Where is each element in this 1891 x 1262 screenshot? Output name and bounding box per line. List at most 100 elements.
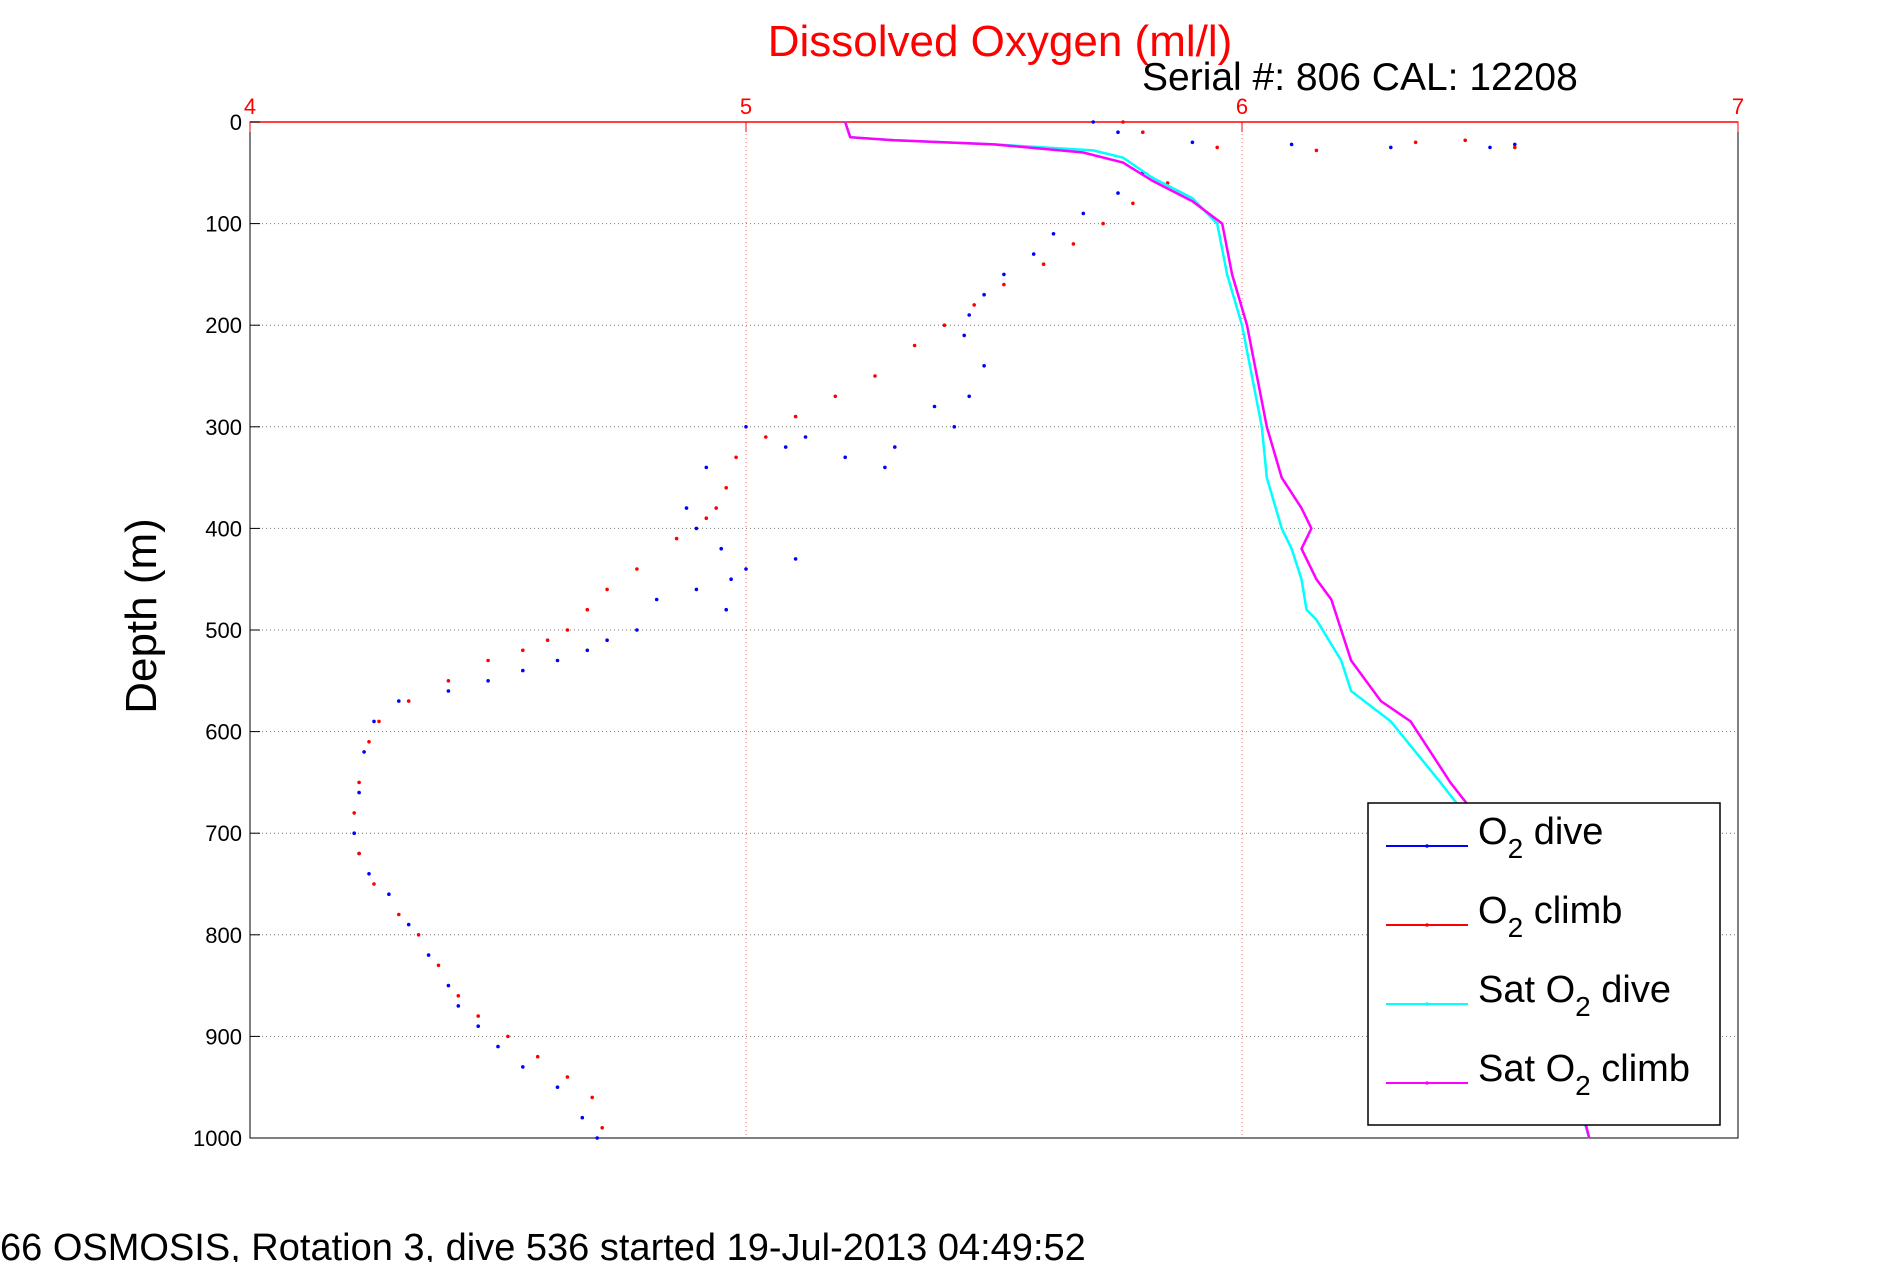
data-point (565, 628, 570, 632)
data-point (605, 638, 609, 642)
data-point (446, 983, 451, 988)
data-point (367, 740, 371, 744)
x-tick-label: 7 (1732, 94, 1744, 119)
data-point (555, 1085, 560, 1089)
data-point (436, 963, 441, 968)
data-point (506, 1034, 510, 1039)
data-point (883, 465, 887, 470)
data-point (932, 404, 937, 409)
data-point (843, 455, 847, 460)
data-point (1091, 120, 1095, 124)
y-tick-label: 900 (205, 1024, 242, 1049)
data-point (1190, 140, 1195, 145)
data-point (456, 1004, 461, 1008)
legend-entry-rest: dive (1523, 811, 1603, 853)
data-point (764, 435, 768, 439)
data-point (357, 780, 361, 785)
legend-entry-rest: climb (1523, 890, 1622, 932)
data-point (694, 587, 699, 592)
y-tick-label: 200 (205, 313, 242, 338)
legend-entry-sub: 2 (1575, 991, 1591, 1022)
data-point (595, 1136, 599, 1140)
data-point (912, 343, 917, 348)
legend-swatch-marker (1425, 1081, 1429, 1085)
data-point (397, 699, 401, 703)
data-point (962, 333, 966, 338)
data-point (793, 414, 798, 419)
y-tick-label: 100 (205, 212, 242, 237)
data-point (486, 679, 490, 683)
data-point (967, 394, 971, 399)
data-point (446, 689, 451, 693)
data-point (1031, 252, 1036, 256)
data-point (585, 648, 590, 653)
data-point (605, 587, 609, 592)
data-point (387, 892, 391, 896)
legend-swatch-marker (1425, 844, 1429, 848)
data-point (1413, 140, 1418, 145)
data-point (704, 516, 709, 520)
data-point (456, 994, 461, 998)
data-point (982, 364, 986, 368)
data-point (446, 679, 451, 683)
legend-swatch-marker (1425, 923, 1429, 927)
data-point (1488, 145, 1492, 150)
y-tick-label: 700 (205, 821, 242, 846)
data-point (1389, 145, 1393, 150)
data-point (674, 536, 679, 541)
x-tick-label: 5 (740, 94, 752, 119)
data-point (1081, 211, 1086, 216)
data-point (1002, 282, 1006, 287)
data-point (1513, 142, 1517, 147)
data-point (521, 1065, 525, 1069)
legend-entry-label: O2 dive (1478, 811, 1603, 864)
data-point (654, 597, 659, 602)
data-point (1131, 201, 1135, 206)
data-point (1041, 262, 1046, 267)
y-tick-label: 0 (230, 110, 242, 135)
data-point (565, 1075, 570, 1079)
data-point (545, 638, 550, 642)
x-tick-label: 6 (1236, 94, 1248, 119)
data-point (580, 1115, 585, 1120)
data-point (600, 1126, 604, 1130)
data-point (982, 292, 986, 297)
footer-caption: 66 OSMOSIS, Rotation 3, dive 536 started… (0, 1227, 1086, 1262)
data-point (585, 607, 590, 612)
x-axis-ticks: 4 5 6 7 (244, 94, 1744, 132)
data-point (357, 851, 361, 856)
legend-entry-label: O2 climb (1478, 890, 1622, 943)
legend-entry-main: O (1478, 890, 1508, 932)
legend-entry-main: Sat O (1478, 1048, 1575, 1090)
data-point (426, 953, 431, 957)
data-point (1463, 138, 1467, 143)
data-point (1051, 232, 1056, 236)
legend-entry-rest: dive (1591, 969, 1671, 1011)
data-point (521, 668, 525, 673)
data-point (635, 567, 639, 571)
data-point (803, 435, 808, 439)
legend-entry-main: O (1478, 811, 1508, 853)
y-axis-label: Depth (m) (117, 518, 166, 714)
data-point (1314, 148, 1319, 153)
data-point (704, 465, 709, 470)
data-point (1513, 145, 1517, 150)
data-point (1289, 142, 1294, 147)
y-tick-label: 300 (205, 415, 242, 440)
data-point (372, 882, 376, 886)
y-tick-label: 400 (205, 516, 242, 541)
data-point (1101, 221, 1105, 226)
y-tick-label: 500 (205, 618, 242, 643)
data-point (367, 872, 371, 876)
y-tick-label: 600 (205, 720, 242, 745)
data-point (744, 425, 748, 429)
data-point (952, 425, 957, 429)
data-point (684, 506, 689, 510)
data-point (416, 933, 421, 937)
data-point (967, 313, 971, 317)
data-point (486, 658, 490, 663)
data-point (362, 750, 366, 754)
legend-entry-rest: climb (1591, 1048, 1690, 1090)
data-point (521, 648, 525, 653)
data-point (729, 577, 733, 581)
